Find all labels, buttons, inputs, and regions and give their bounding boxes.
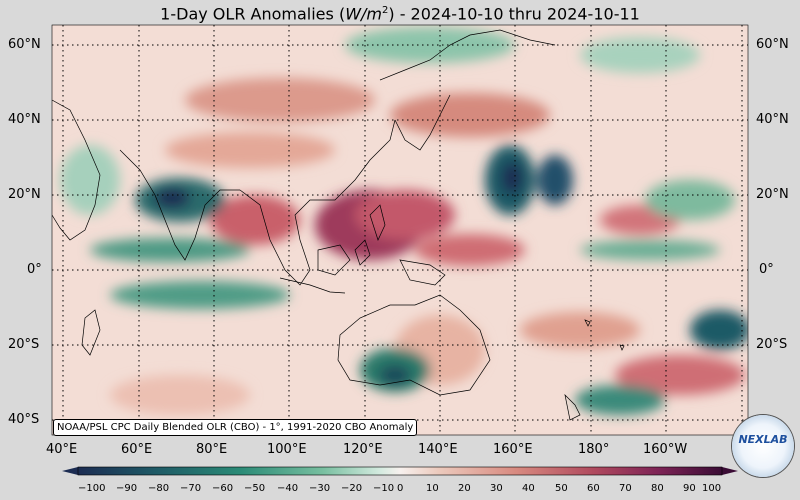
lat-label-right: 20°S: [756, 337, 788, 352]
positive-anomaly-asia-mid: [165, 132, 335, 168]
positive-anomaly-siberia: [185, 78, 375, 122]
lon-label: 60°E: [121, 442, 153, 457]
colorbar-tick: 60: [587, 483, 600, 494]
lon-label: 100°E: [267, 442, 307, 457]
negative-anomaly-south-indian: [110, 281, 290, 309]
colorbar-tick: −70: [180, 483, 202, 494]
positive-anomaly-northpacific: [390, 93, 550, 137]
lat-label-left: 60°N: [8, 37, 41, 52]
gridlines: [52, 25, 748, 435]
negative-anomaly-equatorial-indian: [90, 238, 250, 262]
anomaly-field: [52, 25, 748, 435]
colorbar-tick: 40: [522, 483, 535, 494]
negative-anomaly-bengal-core: [154, 188, 190, 208]
lat-label-right: 40°N: [756, 112, 789, 127]
colorbar-tick: −30: [309, 483, 331, 494]
positive-anomaly-india: [210, 195, 300, 245]
colorbar-tick: 20: [458, 483, 471, 494]
map-title: 1-Day OLR Anomalies (W/m2) - 2024-10-10 …: [160, 4, 640, 24]
lat-label-left: 20°N: [8, 187, 41, 202]
colorbar-bar: [78, 467, 722, 475]
data-source-credit: NOAA/PSL CPC Daily Blended OLR (CBO) - 1…: [53, 419, 418, 436]
negative-anomaly-tasman: [575, 385, 665, 415]
positive-anomaly-south-pacific: [615, 355, 745, 395]
lon-label: 180°: [578, 442, 610, 457]
lon-label: 160°W: [643, 442, 688, 457]
colorbar-extend-low: [62, 467, 78, 475]
lat-label-left: 0°: [27, 262, 42, 277]
negative-anomaly-australia-core: [379, 365, 411, 385]
positive-anomaly-sea: [355, 190, 455, 240]
colorbar-tick: 90: [683, 483, 696, 494]
negative-anomaly-west-indian: [60, 145, 120, 215]
lat-label-left: 20°S: [8, 337, 40, 352]
colorbar-tick: −60: [212, 483, 234, 494]
coastlines: [52, 29, 625, 421]
colorbar-tick: −100: [78, 483, 106, 494]
positive-anomaly-south-pacific-2: [520, 312, 640, 348]
colorbar-tick: 100: [702, 483, 722, 494]
negative-anomaly-spcz: [690, 310, 748, 350]
colorbar-tick: 70: [619, 483, 632, 494]
lat-label-left: 40°N: [8, 112, 41, 127]
positive-anomaly-westpacific: [415, 234, 525, 266]
lat-label-right: 60°N: [756, 37, 789, 52]
colorbar-tick: −10: [373, 483, 395, 494]
colorbar-tick: 10: [426, 483, 439, 494]
negative-anomaly-typhoon-1-core: [502, 162, 522, 194]
colorbar-tick: 30: [490, 483, 503, 494]
colorbar-tick: 0: [397, 483, 404, 494]
colorbar-extend-high: [722, 467, 738, 475]
colorbar-tick: −20: [341, 483, 363, 494]
lat-label-left: 40°S: [8, 412, 40, 427]
colorbar-tick: −40: [277, 483, 299, 494]
lon-label: 40°E: [46, 442, 78, 457]
lon-label: 140°E: [418, 442, 458, 457]
lat-label-right: 20°N: [756, 187, 789, 202]
nexlab-logo: NEXLAB: [732, 415, 794, 477]
colorbar: [62, 466, 738, 476]
positive-anomaly-southern-indian: [110, 375, 250, 415]
colorbar-tick: −80: [148, 483, 170, 494]
colorbar-tick: −90: [116, 483, 138, 494]
negative-anomaly-north-pacific: [345, 27, 515, 63]
lat-label-right: 0°: [759, 262, 774, 277]
lon-label: 120°E: [343, 442, 383, 457]
negative-anomaly-typhoon-2: [537, 155, 573, 205]
negative-anomaly-alaska: [580, 37, 700, 73]
colorbar-tick: −50: [244, 483, 266, 494]
lon-label: 160°E: [493, 442, 533, 457]
colorbar-tick: 80: [651, 483, 664, 494]
lon-label: 80°E: [196, 442, 228, 457]
negative-anomaly-central-pacific: [580, 240, 720, 260]
negative-anomaly-east-pacific: [645, 180, 735, 220]
colorbar-tick: 50: [555, 483, 568, 494]
